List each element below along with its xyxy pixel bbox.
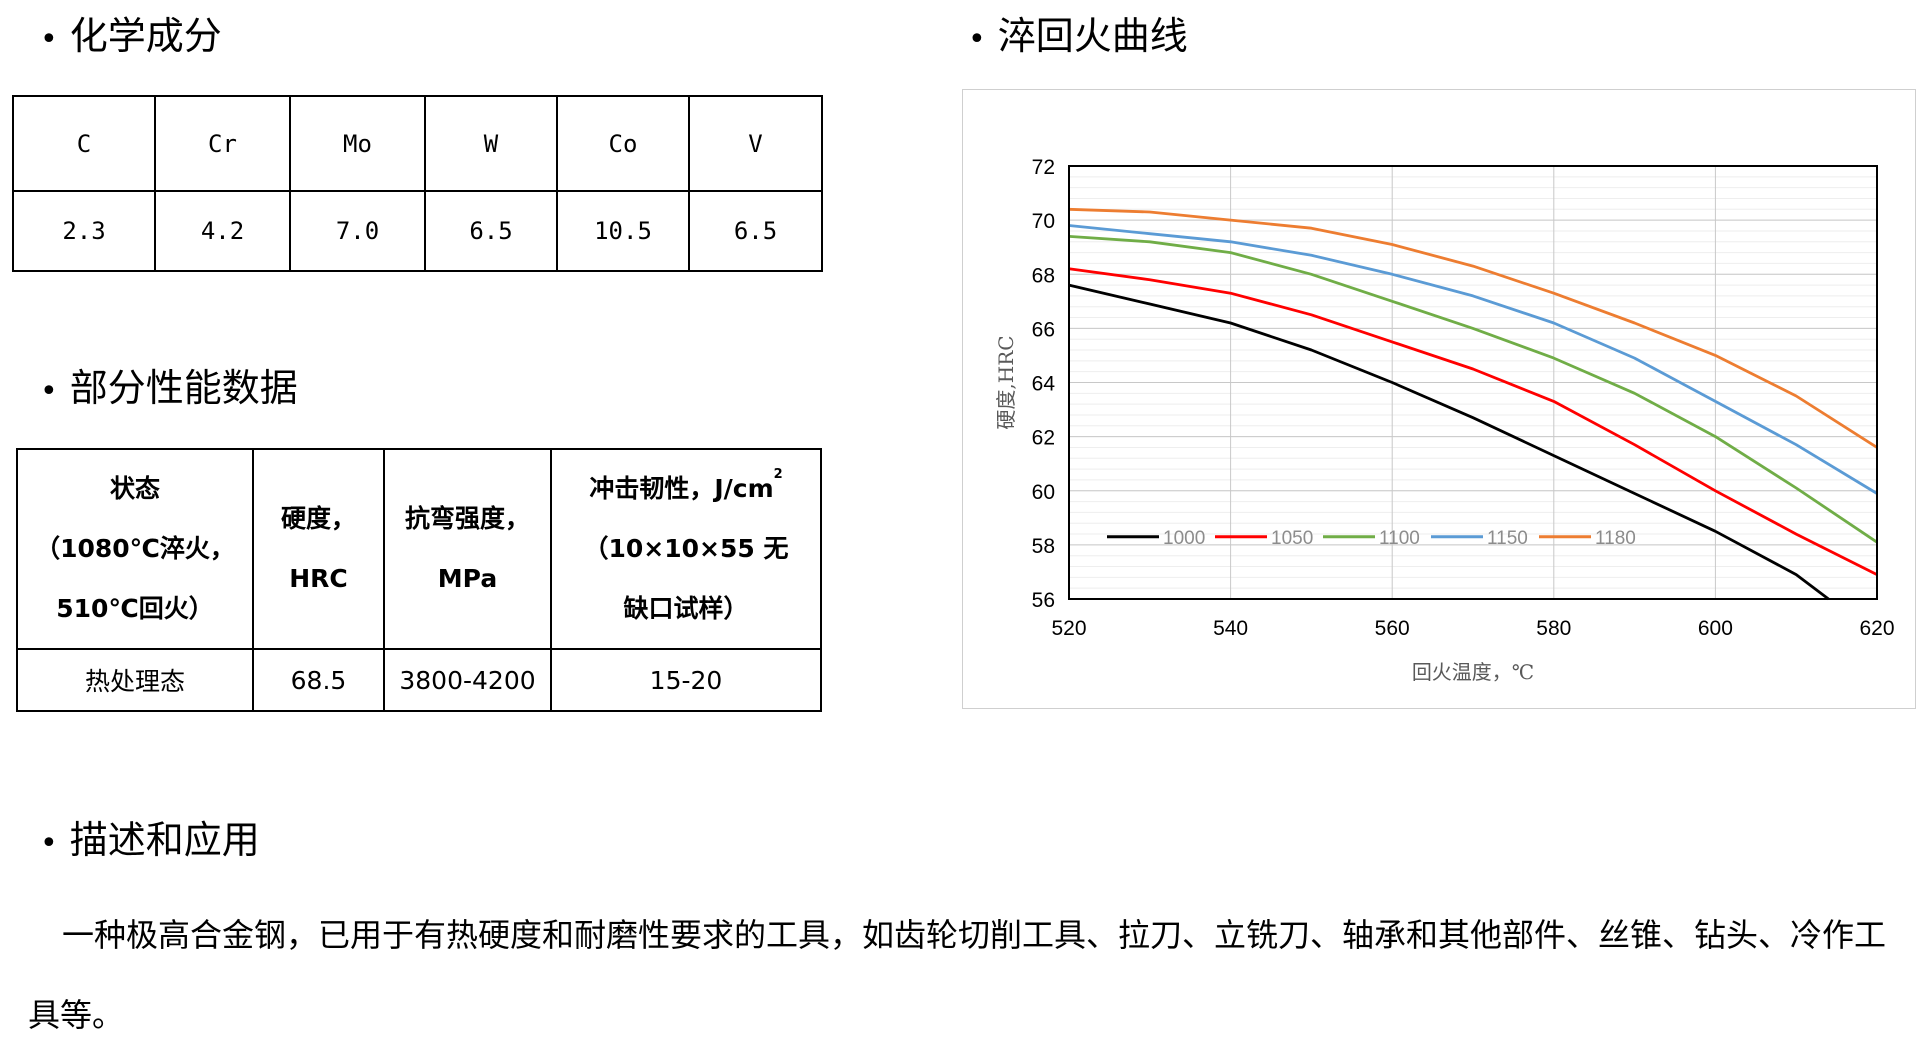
x-tick-label: 600 [1698,617,1733,640]
chemistry-header-row: C Cr Mo W Co V [12,95,823,192]
value-cell: 7.0 [289,190,426,272]
y-tick-label: 64 [1032,373,1056,396]
value-cell: 15-20 [550,648,822,712]
hardness-header: 硬度， HRC [252,448,385,650]
description-text: 一种极高合金钢，已用于有热硬度和耐磨性要求的工具，如齿轮切削工具、拉刀、立铣刀、… [28,916,1887,1034]
chemistry-value-row: 2.3 4.2 7.0 6.5 10.5 6.5 [12,190,823,272]
y-tick-label: 66 [1032,318,1055,341]
element-cell: Mo [289,95,426,192]
y-tick-label: 70 [1032,210,1055,233]
bullet-icon: • [40,826,58,861]
value-cell: 6.5 [688,190,823,272]
chart-svg: 56 58 60 62 64 66 68 70 72 520 540 560 580 600 620 回火温度… [994,156,1895,684]
state-header: 状态 （1080℃淬火， 510℃回火） [16,448,254,650]
chemistry-heading: • 化学成分 [40,14,222,58]
x-axis-label: 回火温度，℃ [1412,660,1534,684]
y-tick-label: 62 [1032,427,1055,450]
properties-table: 状态 （1080℃淬火， 510℃回火） 硬度， HRC 抗弯强度， MPa 冲… [16,448,822,712]
value-cell: 10.5 [556,190,690,272]
x-tick-label: 580 [1536,617,1571,640]
series-line-1150 [1068,224,1878,495]
legend-label: 1050 [1271,528,1313,549]
y-axis-label: 硬度,HRC [994,335,1018,429]
value-cell: 2.3 [12,190,156,272]
plot-frame [1068,165,1878,600]
chemistry-table: C Cr Mo W Co V 2.3 4.2 7.0 6.5 10.5 6.5 [12,95,823,272]
value-cell: 热处理态 [16,648,254,712]
y-tick-label: 58 [1032,535,1055,558]
y-tick-label: 60 [1032,481,1055,504]
value-cell: 68.5 [252,648,385,712]
series-line-1000 [1068,283,1830,601]
impact-header: 冲击韧性，J/cm2 （10×10×55 无 缺口试样） [550,448,822,650]
properties-header-row: 状态 （1080℃淬火， 510℃回火） 硬度， HRC 抗弯强度， MPa 冲… [16,448,822,650]
description-heading: • 描述和应用 [40,818,260,862]
legend-label: 1150 [1487,528,1528,549]
y-tick-label: 68 [1032,264,1055,287]
element-cell: Co [556,95,690,192]
legend-label: 1180 [1595,528,1636,549]
element-cell: V [688,95,823,192]
x-tick-label: 560 [1375,617,1410,640]
y-tick-label: 72 [1032,156,1055,179]
properties-heading: • 部分性能数据 [40,366,298,410]
element-cell: Cr [154,95,291,192]
value-cell: 3800-4200 [383,648,552,712]
x-tick-label: 620 [1859,617,1894,640]
tempering-chart: 56 58 60 62 64 66 68 70 72 520 540 560 580 600 620 回火温度… [962,89,1916,709]
x-tick-label: 540 [1213,617,1248,640]
legend-label: 1100 [1379,528,1420,549]
element-cell: W [424,95,558,192]
series-line-1100 [1068,235,1878,544]
bullet-icon: • [40,374,58,409]
x-tick-label: 520 [1051,617,1086,640]
series-line-1180 [1068,207,1878,449]
properties-value-row: 热处理态 68.5 3800-4200 15-20 [16,648,822,712]
superscript: 2 [773,467,783,482]
legend-label: 1000 [1163,528,1205,549]
series-line-1050 [1068,267,1878,576]
value-cell: 4.2 [154,190,291,272]
bending-header: 抗弯强度， MPa [383,448,552,650]
bullet-icon: • [968,22,986,57]
y-tick-label: 56 [1032,589,1055,612]
element-cell: C [12,95,156,192]
value-cell: 6.5 [424,190,558,272]
bullet-icon: • [40,22,58,57]
curve-heading: • 淬回火曲线 [968,14,1188,58]
